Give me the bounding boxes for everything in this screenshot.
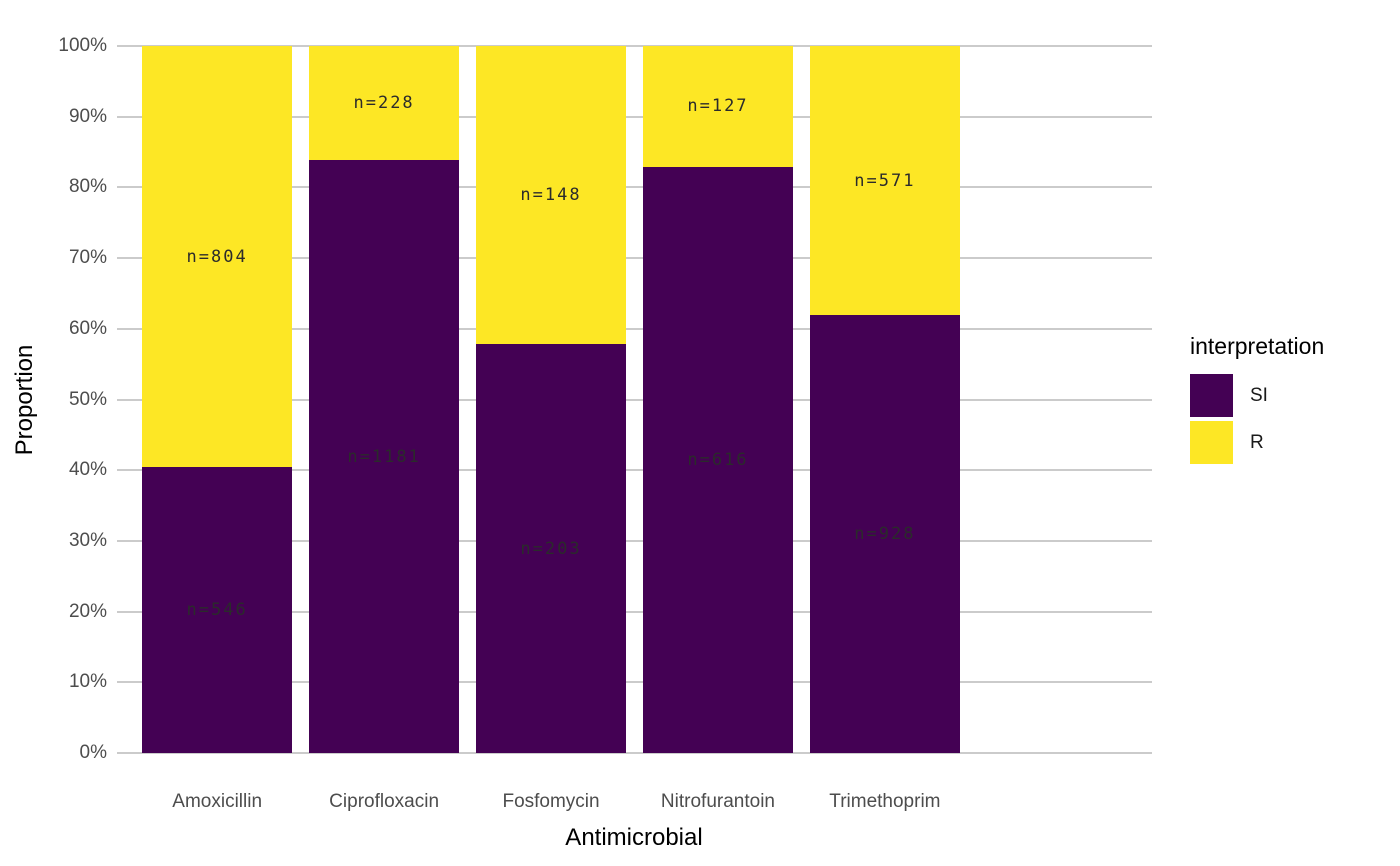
count-label-ciprofloxacin-si: n=1181	[347, 446, 421, 467]
segment-fosfomycin-si: n=203	[475, 344, 627, 753]
gridline-0%	[117, 752, 1152, 754]
x-tick-label-nitrofurantoin: Nitrofurantoin	[660, 791, 775, 812]
x-axis-tick-labels: Amoxicillin Ciprofloxacin Fosfomycin Nitrof…	[117, 791, 1152, 817]
x-tick-label-ciprofloxacin: Ciprofloxacin	[329, 791, 440, 812]
count-label-fosfomycin-r: n=148	[520, 185, 582, 206]
x-tick-label-trimethoprim: Trimethoprim	[829, 791, 941, 812]
legend-title: interpretation	[1190, 333, 1325, 359]
count-label-fosfomycin-si: n=203	[520, 538, 582, 559]
legend: interpretation SI R	[1190, 333, 1390, 468]
y-tick-label-70%: 70%	[68, 247, 107, 269]
y-tick-label-100%: 100%	[58, 35, 107, 56]
segment-nitrofurantoin-si: n=616	[642, 166, 794, 753]
y-tick-label-0%: 0%	[79, 742, 107, 763]
segment-ciprofloxacin-r: n=228	[308, 46, 460, 161]
bar-trimethoprim: n=571 n=928	[809, 46, 961, 753]
legend-entry-si: SI	[1190, 374, 1390, 417]
y-tick-label-80%: 80%	[68, 176, 107, 198]
segment-fosfomycin-r: n=148	[475, 46, 627, 345]
y-tick-label-20%: 20%	[68, 600, 107, 622]
gridline-100%	[117, 45, 1152, 47]
bar-ciprofloxacin: n=228 n=1181	[308, 46, 460, 753]
segment-trimethoprim-r: n=571	[809, 46, 961, 316]
y-tick-label-10%: 10%	[68, 671, 107, 693]
count-label-amoxicillin-r: n=804	[186, 246, 248, 267]
gridline-30%	[117, 539, 1152, 542]
gridline-70%	[117, 257, 1152, 260]
count-label-amoxicillin-si: n=546	[186, 600, 248, 621]
legend-swatch-si	[1190, 374, 1233, 417]
y-tick-label-60%: 60%	[68, 317, 107, 339]
legend-label-r: R	[1250, 431, 1264, 453]
gridline-20%	[117, 610, 1152, 613]
y-axis-tick-labels: 0% 10% 20% 30% 40% 50% 60% 70% 80% 90% 100%	[0, 35, 107, 763]
legend-label-si: SI	[1250, 384, 1268, 406]
y-tick-label-30%: 30%	[68, 529, 107, 551]
segment-amoxicillin-si: n=546	[142, 467, 293, 753]
gridline-60%	[117, 327, 1152, 330]
bar-amoxicillin: n=804 n=546	[142, 46, 293, 753]
legend-entry-r: R	[1190, 421, 1390, 464]
count-label-nitrofurantoin-r: n=127	[687, 96, 749, 117]
gridline-40%	[117, 469, 1152, 472]
y-tick-label-90%: 90%	[68, 105, 107, 127]
y-tick-label-50%: 50%	[68, 388, 107, 410]
count-label-ciprofloxacin-r: n=228	[353, 93, 415, 114]
x-axis-title: Antimicrobial	[565, 824, 703, 851]
x-tick-label-amoxicillin: Amoxicillin	[172, 791, 263, 812]
gridline-90%	[117, 115, 1152, 118]
legend-entries: SI R	[1190, 374, 1390, 464]
segment-amoxicillin-r: n=804	[142, 46, 293, 468]
count-label-trimethoprim-r: n=571	[854, 170, 916, 191]
plot-panel: n=804 n=546 n=228 n=1181 n=148 n=203 n=127 n=61…	[117, 45, 1152, 754]
x-tick-label-fosfomycin: Fosfomycin	[502, 791, 600, 812]
gridline-80%	[117, 186, 1152, 189]
segment-trimethoprim-si: n=928	[809, 315, 961, 753]
legend-swatch-r	[1190, 421, 1233, 464]
segment-nitrofurantoin-r: n=127	[642, 46, 794, 167]
bar-fosfomycin: n=148 n=203	[475, 46, 627, 753]
count-label-trimethoprim-si: n=928	[854, 524, 916, 545]
bar-nitrofurantoin: n=127 n=616	[642, 46, 794, 753]
gridline-10%	[117, 681, 1152, 684]
gridline-50%	[117, 398, 1152, 401]
segment-ciprofloxacin-si: n=1181	[308, 160, 460, 753]
y-tick-label-40%: 40%	[68, 459, 107, 481]
count-label-nitrofurantoin-si: n=616	[687, 449, 749, 470]
